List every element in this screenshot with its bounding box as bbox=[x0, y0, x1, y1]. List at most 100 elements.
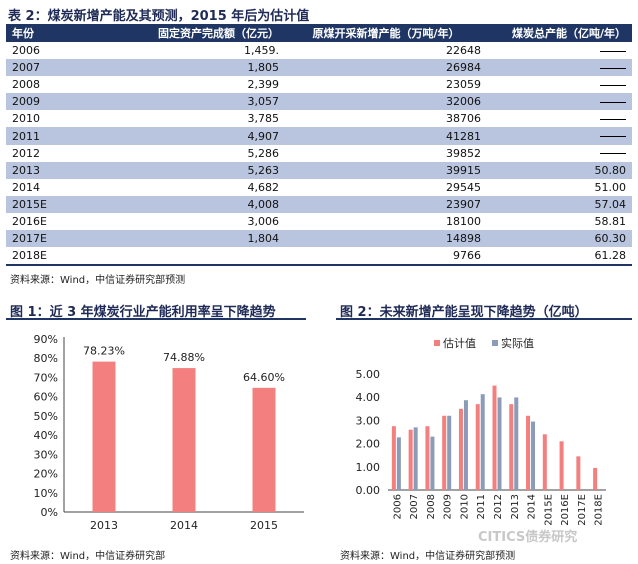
cell-year: 2013 bbox=[6, 161, 98, 179]
cell-year: 2018E bbox=[12, 249, 47, 263]
cell-year: 2007 bbox=[6, 59, 98, 77]
legend-label-1: 实际值 bbox=[501, 336, 534, 350]
bar-2018E-s0 bbox=[593, 467, 598, 490]
table-row: 2007 1,805 26984 bbox=[6, 59, 632, 77]
bar-2013 bbox=[92, 361, 116, 512]
watermark-text: CITICS债券研究 bbox=[478, 530, 578, 545]
x-tick-label: 2013 bbox=[90, 519, 118, 532]
dash-mark bbox=[600, 153, 626, 155]
cell-year: 2010 bbox=[12, 112, 40, 126]
table-bottom-rule bbox=[6, 264, 632, 266]
cell-investment: 4,682 bbox=[247, 180, 280, 194]
table-row: 2008 2,399 23059 bbox=[6, 76, 632, 93]
y-tick-label: 5.00 bbox=[356, 368, 381, 381]
bar-2014-s1 bbox=[531, 421, 536, 490]
x-tick-label: 2017E bbox=[577, 494, 588, 526]
table-row: 2012 5,286 39852 bbox=[6, 145, 632, 162]
y-tick-label: 2.00 bbox=[356, 438, 381, 451]
bar-2014 bbox=[172, 368, 196, 512]
y-tick-label: 30% bbox=[34, 448, 58, 461]
cell-year: 2012 bbox=[12, 146, 40, 160]
x-tick-label: 2016E bbox=[560, 494, 571, 526]
bar-2015E-s0 bbox=[542, 434, 547, 490]
legend-swatch-1 bbox=[492, 340, 498, 346]
cell-total-capacity bbox=[487, 93, 632, 111]
cell-year: 2009 bbox=[6, 93, 98, 111]
bar-2011-s0 bbox=[475, 404, 480, 490]
cell-year: 2015E bbox=[6, 195, 98, 213]
x-tick-label: 2006 bbox=[392, 494, 403, 519]
cell-investment: 1,804 bbox=[98, 230, 285, 248]
dash-mark bbox=[600, 50, 626, 52]
bar-2008-s0 bbox=[425, 426, 430, 490]
cell-total-capacity bbox=[487, 76, 632, 93]
bar-2012-s0 bbox=[492, 385, 497, 490]
x-tick-label: 2012 bbox=[493, 494, 504, 519]
dash-mark bbox=[600, 136, 626, 138]
x-tick-label: 2010 bbox=[459, 494, 470, 519]
cell-total-capacity: 51.00 bbox=[594, 180, 627, 194]
dash-mark bbox=[600, 118, 626, 120]
y-tick-label: 0% bbox=[41, 506, 58, 519]
cell-total-capacity: 50.80 bbox=[487, 161, 632, 179]
table-row: 2006 1,459. 22648 bbox=[6, 42, 632, 59]
cell-new-capacity: 23059 bbox=[446, 78, 481, 92]
bar-2010-s1 bbox=[463, 400, 468, 490]
capacity-table: 年份 固定资产完成额（亿元） 原煤开采新增产能（万吨/年） 煤炭总产能（亿吨/年… bbox=[6, 24, 632, 264]
cell-investment: 3,057 bbox=[98, 93, 285, 111]
x-tick-label: 2015 bbox=[250, 519, 278, 532]
data-label: 78.23% bbox=[83, 345, 125, 358]
x-tick-label: 2009 bbox=[443, 494, 454, 519]
bar-2017E-s0 bbox=[576, 456, 581, 490]
y-tick-label: 70% bbox=[34, 371, 58, 384]
y-tick-label: 3.00 bbox=[356, 414, 381, 427]
dash-mark bbox=[600, 101, 626, 103]
cell-investment: 1,805 bbox=[98, 59, 285, 77]
y-tick-label: 40% bbox=[34, 429, 58, 442]
legend-label-0: 估计值 bbox=[443, 337, 476, 350]
bar-2008-s1 bbox=[430, 436, 435, 490]
data-label: 74.88% bbox=[163, 351, 205, 364]
table-row: 2010 3,785 38706 bbox=[6, 110, 632, 127]
cell-year: 2016E bbox=[12, 214, 47, 228]
table-header-row: 年份 固定资产完成额（亿元） 原煤开采新增产能（万吨/年） 煤炭总产能（亿吨/年… bbox=[6, 24, 632, 42]
cell-new-capacity: 41281 bbox=[285, 127, 487, 145]
header-year: 年份 bbox=[6, 24, 98, 42]
bar-2016E-s0 bbox=[559, 441, 564, 490]
cell-year: 2014 bbox=[12, 180, 40, 194]
cell-investment: 5,263 bbox=[98, 161, 285, 179]
cell-investment bbox=[98, 247, 285, 264]
table-row: 2009 3,057 32006 bbox=[6, 93, 632, 111]
y-tick-label: 10% bbox=[34, 487, 58, 500]
figure1-rule bbox=[6, 318, 306, 320]
cell-total-capacity bbox=[487, 145, 632, 162]
bar-2009-s1 bbox=[447, 415, 452, 490]
cell-total-capacity: 57.04 bbox=[487, 195, 632, 213]
cell-investment: 2,399 bbox=[247, 78, 280, 92]
cell-new-capacity: 38706 bbox=[446, 112, 481, 126]
figure2-source: 资料来源：Wind，中信证券研究部预测 bbox=[340, 551, 516, 562]
x-tick-label: 2008 bbox=[426, 494, 437, 519]
table-source: 资料来源：Wind，中信证券研究部预测 bbox=[10, 275, 186, 286]
cell-total-capacity: 61.28 bbox=[594, 249, 627, 263]
cell-new-capacity: 29545 bbox=[446, 180, 481, 194]
bar-2009-s0 bbox=[442, 415, 447, 490]
cell-new-capacity: 9766 bbox=[453, 249, 481, 263]
cell-new-capacity: 23907 bbox=[285, 195, 487, 213]
y-tick-label: 80% bbox=[34, 352, 58, 365]
cell-total-capacity bbox=[487, 110, 632, 127]
cell-new-capacity: 32006 bbox=[285, 93, 487, 111]
dash-mark bbox=[600, 67, 626, 69]
figure2-rule bbox=[336, 318, 632, 320]
cell-new-capacity: 14898 bbox=[285, 230, 487, 248]
dash-mark bbox=[600, 84, 626, 86]
cell-investment: 3,785 bbox=[247, 112, 280, 126]
x-tick-label: 2007 bbox=[409, 494, 420, 519]
cell-year: 2017E bbox=[6, 230, 98, 248]
figure1-title: 图 1：近 3 年煤炭行业产能利用率呈下降趋势 bbox=[10, 305, 276, 320]
y-tick-label: 0.00 bbox=[356, 484, 381, 497]
x-tick-label: 2015E bbox=[543, 494, 554, 526]
y-tick-label: 50% bbox=[34, 410, 58, 423]
cell-new-capacity: 39852 bbox=[446, 146, 481, 160]
y-tick-label: 20% bbox=[34, 468, 58, 481]
